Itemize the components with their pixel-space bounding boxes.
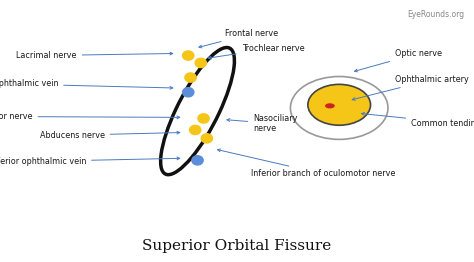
Circle shape xyxy=(326,104,334,108)
Ellipse shape xyxy=(190,125,201,135)
Text: Trochlear nerve: Trochlear nerve xyxy=(208,44,304,59)
Ellipse shape xyxy=(182,88,194,97)
Text: Inferior ophthalmic vein: Inferior ophthalmic vein xyxy=(0,157,180,166)
Text: Common tendinous ring: Common tendinous ring xyxy=(362,112,474,128)
Text: Lacrimal nerve: Lacrimal nerve xyxy=(17,51,173,60)
Text: Frontal nerve: Frontal nerve xyxy=(199,29,279,48)
Ellipse shape xyxy=(201,134,212,143)
Ellipse shape xyxy=(182,51,194,60)
Text: Superior Orbital Fissure: Superior Orbital Fissure xyxy=(142,239,332,253)
Ellipse shape xyxy=(192,156,203,165)
Text: EyeRounds.org: EyeRounds.org xyxy=(408,10,465,19)
Ellipse shape xyxy=(198,114,209,123)
Ellipse shape xyxy=(185,73,196,82)
Text: Nasociliary
nerve: Nasociliary nerve xyxy=(227,114,298,133)
Text: Superior branch of oculomotor nerve: Superior branch of oculomotor nerve xyxy=(0,112,180,121)
Ellipse shape xyxy=(195,58,206,68)
Text: Inferior branch of oculomotor nerve: Inferior branch of oculomotor nerve xyxy=(218,149,395,178)
Ellipse shape xyxy=(308,84,371,125)
Text: Abducens nerve: Abducens nerve xyxy=(40,131,180,140)
Text: Ophthalmic artery: Ophthalmic artery xyxy=(352,75,469,100)
Text: Optic nerve: Optic nerve xyxy=(355,49,442,72)
Text: Superior ophthalmic vein: Superior ophthalmic vein xyxy=(0,79,173,89)
